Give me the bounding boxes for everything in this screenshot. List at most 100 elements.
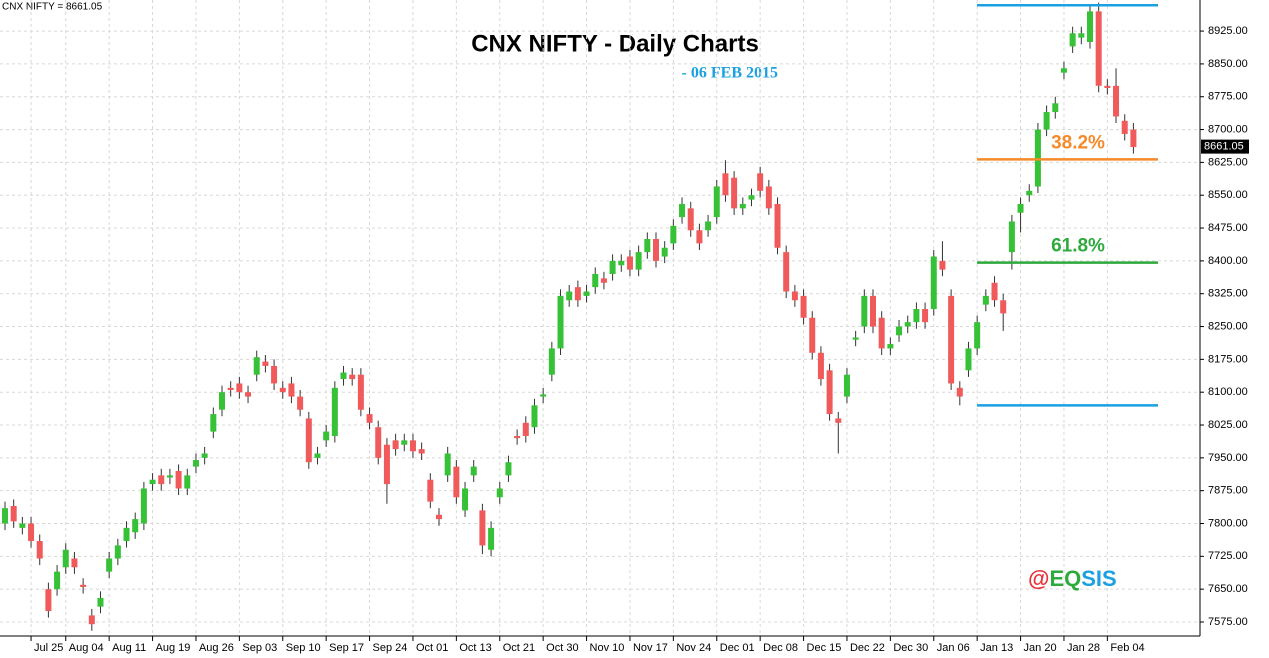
candle-body bbox=[1000, 300, 1007, 314]
candle-body bbox=[210, 414, 217, 432]
candle-body bbox=[687, 208, 694, 231]
level-label: 61.8% bbox=[1051, 236, 1105, 257]
x-tick-label: Oct 13 bbox=[459, 642, 491, 654]
candle-body bbox=[453, 466, 460, 498]
x-tick-label: Sep 24 bbox=[373, 642, 408, 654]
candle-body bbox=[896, 326, 903, 336]
candle-body bbox=[383, 444, 390, 485]
candle-body bbox=[62, 549, 69, 568]
candle-body bbox=[540, 394, 547, 397]
candle-body bbox=[904, 322, 911, 327]
candle-body bbox=[219, 392, 225, 410]
candle-body bbox=[705, 221, 712, 231]
candle-body bbox=[974, 322, 981, 349]
candle-body bbox=[444, 453, 451, 476]
candle-body bbox=[10, 505, 17, 522]
candle-body bbox=[653, 238, 659, 261]
candle-body bbox=[54, 571, 61, 590]
y-tick-label: 8475.00 bbox=[1208, 222, 1248, 234]
candle-body bbox=[392, 440, 399, 450]
x-tick-label: Aug 04 bbox=[69, 642, 104, 654]
candle-body bbox=[618, 260, 625, 266]
candle-body bbox=[201, 453, 208, 458]
last-price-label: 8661.05 bbox=[1204, 141, 1244, 153]
candle-body bbox=[479, 510, 486, 546]
candle-body bbox=[175, 470, 182, 489]
last-price-tag bbox=[1201, 139, 1249, 154]
candle-body bbox=[956, 387, 963, 397]
watermark: @EQSIS bbox=[1028, 566, 1117, 591]
candle-body bbox=[626, 256, 633, 270]
candle-body bbox=[71, 558, 78, 568]
candle-body bbox=[305, 418, 312, 463]
candle-body bbox=[748, 195, 755, 200]
candle-body bbox=[574, 287, 581, 301]
candle-body bbox=[1121, 120, 1128, 134]
candle-body bbox=[887, 344, 894, 349]
candle-body bbox=[488, 527, 495, 550]
candle-body bbox=[97, 597, 104, 607]
candle-body bbox=[314, 453, 321, 458]
candle-body bbox=[843, 374, 850, 397]
candle-body bbox=[1008, 221, 1015, 253]
candle-body bbox=[132, 519, 139, 533]
candle-body bbox=[609, 260, 616, 275]
candle-body bbox=[965, 348, 972, 371]
x-tick-label: Dec 15 bbox=[807, 642, 842, 654]
x-tick-label: Jan 13 bbox=[980, 642, 1013, 654]
candle-body bbox=[809, 317, 816, 353]
candle-body bbox=[236, 383, 243, 393]
candle-body bbox=[1034, 129, 1041, 187]
x-tick-label: Nov 24 bbox=[676, 642, 711, 654]
watermark-part: SIS bbox=[1081, 566, 1116, 591]
candle-body bbox=[2, 508, 8, 524]
y-tick-label: 8175.00 bbox=[1208, 353, 1248, 365]
candle-body bbox=[661, 247, 668, 257]
candle-body bbox=[375, 427, 382, 458]
candle-body bbox=[870, 295, 876, 327]
candle-body bbox=[19, 523, 26, 528]
x-tick-label: Sep 17 bbox=[329, 642, 364, 654]
candle-body bbox=[644, 238, 651, 253]
candle-body bbox=[88, 615, 95, 625]
candle-body bbox=[149, 479, 156, 485]
y-tick-label: 8250.00 bbox=[1208, 320, 1248, 332]
x-tick-label: Jan 06 bbox=[937, 642, 970, 654]
y-tick-label: 7875.00 bbox=[1208, 485, 1248, 497]
candle-body bbox=[1026, 190, 1033, 196]
candle-body bbox=[427, 479, 434, 502]
candle-body bbox=[1104, 85, 1111, 88]
x-tick-label: Aug 19 bbox=[156, 642, 191, 654]
candle-body bbox=[670, 225, 677, 244]
candle-body bbox=[852, 337, 859, 340]
x-tick-label: Nov 17 bbox=[633, 642, 668, 654]
candle-body bbox=[522, 422, 529, 436]
x-tick-label: Dec 08 bbox=[763, 642, 798, 654]
y-tick-label: 7725.00 bbox=[1208, 550, 1248, 562]
x-tick-label: Dec 30 bbox=[893, 642, 928, 654]
candle-body bbox=[948, 295, 955, 384]
candle-body bbox=[271, 365, 278, 384]
x-tick-label: Jan 28 bbox=[1067, 642, 1100, 654]
candle-body bbox=[297, 396, 304, 410]
candle-body bbox=[783, 252, 790, 292]
candle-body bbox=[409, 440, 416, 452]
x-tick-label: Nov 10 bbox=[590, 642, 625, 654]
candle-body bbox=[1017, 203, 1024, 213]
candle-body bbox=[245, 392, 252, 397]
candle-body bbox=[349, 374, 356, 380]
candle-body bbox=[106, 558, 113, 572]
candle-body bbox=[514, 435, 521, 439]
candle-body bbox=[913, 309, 920, 323]
watermark-part: EQ bbox=[1049, 566, 1081, 591]
x-tick-label: Aug 11 bbox=[112, 642, 146, 654]
candle-body bbox=[366, 414, 373, 423]
y-tick-label: 8775.00 bbox=[1208, 91, 1248, 103]
x-tick-label: Feb 04 bbox=[1110, 642, 1144, 654]
candle-body bbox=[548, 348, 555, 375]
candle-body bbox=[583, 291, 590, 296]
candle-body bbox=[1087, 11, 1093, 43]
candle-body bbox=[192, 460, 199, 467]
